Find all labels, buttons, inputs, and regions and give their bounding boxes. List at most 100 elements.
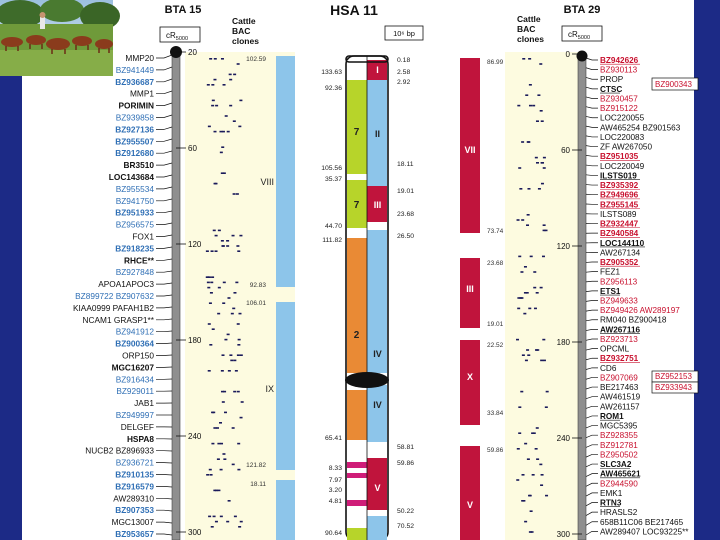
center-block-left: 7 [347, 180, 367, 228]
left-chromosome [170, 46, 182, 540]
right-bac-mark [541, 162, 545, 164]
svg-text:ORP150: ORP150 [122, 351, 154, 361]
right-marker: LOC220055 [585, 114, 645, 123]
left-bac-mark [235, 281, 239, 284]
right-bac-mark [535, 427, 539, 429]
left-tick-label: 120 [188, 240, 202, 249]
svg-text:10⁶ bp: 10⁶ bp [393, 29, 415, 38]
svg-text:BZ940584: BZ940584 [600, 229, 639, 238]
svg-text:BZ949426 AW289197: BZ949426 AW289197 [600, 306, 680, 315]
center-right-coordinate: 70.52 [397, 523, 414, 530]
svg-text:DELGEF: DELGEF [121, 422, 154, 432]
center-block-left [347, 473, 367, 478]
center-right-coordinate: 18.11 [397, 161, 414, 168]
right-marker: SLC3A2 [585, 460, 632, 469]
right-marker: ETS1 [585, 287, 621, 296]
svg-text:BZ944590: BZ944590 [600, 479, 638, 488]
svg-text:18.11: 18.11 [250, 481, 266, 488]
left-bac-mark [231, 234, 235, 237]
right-bac-mark [540, 120, 544, 122]
right-marker: BZ950502 [585, 450, 638, 459]
svg-text:ILSTS019: ILSTS019 [600, 171, 637, 180]
svg-text:BZ900364: BZ900364 [115, 339, 154, 349]
left-bac-mark [208, 468, 212, 471]
left-bac-mark [221, 146, 225, 148]
left-bac-mark [219, 151, 223, 154]
svg-text:LOC220083: LOC220083 [600, 133, 645, 142]
left-bac-mark [239, 354, 243, 356]
right-marker: BZ932751 [585, 354, 640, 363]
svg-text:NUCB2 BZ896933: NUCB2 BZ896933 [85, 446, 154, 456]
svg-text:ROM1: ROM1 [600, 412, 624, 421]
svg-text:MMP1: MMP1 [130, 89, 154, 99]
right-marker: LOC144110 [585, 239, 645, 248]
left-marker: MMP20 [125, 53, 173, 63]
right-marker: ILSTS089 [585, 210, 637, 219]
left-bac-mark [227, 500, 231, 502]
right-bac-mark [529, 510, 533, 512]
right-bac-mark [542, 224, 546, 226]
left-bac-mark [214, 520, 218, 523]
right-bac-mark [524, 442, 528, 445]
svg-text:BZ955507: BZ955507 [115, 136, 154, 146]
right-centromere [576, 50, 588, 62]
svg-text:cR5000: cR5000 [166, 31, 188, 42]
center-right-coordinate: 2.92 [397, 79, 410, 86]
right-bac-mark [522, 500, 526, 502]
left-marker: BZ899722 BZ907632 [75, 291, 173, 301]
center-block-right: II [367, 80, 387, 186]
left-bac-mark [226, 130, 230, 133]
center-block-left [347, 484, 367, 500]
boxed-marker: BZ952153 [651, 370, 699, 383]
right-tick-label: 180 [557, 338, 571, 347]
svg-text:BZ936721: BZ936721 [116, 458, 155, 468]
center-block-left [347, 390, 367, 440]
right-tick-label: 0 [566, 50, 571, 59]
center-right-coordinate: 0.18 [397, 57, 410, 64]
left-bac-mark [207, 125, 211, 128]
svg-text:AW461519: AW461519 [600, 393, 641, 402]
right-bac-mark [523, 292, 527, 294]
left-bac-mark [216, 458, 220, 460]
right-marker: BZ907069 [585, 373, 638, 382]
right-bac-mark [518, 432, 522, 434]
center-chromosome-title: HSA 11 [330, 2, 378, 18]
right-marker-list: BZ942626BZ930113PROPCTSCBZ930457BZ915122… [585, 56, 689, 536]
left-bac-mark [213, 182, 217, 185]
svg-text:cR5000: cR5000 [568, 30, 590, 41]
center-block-right: IV [367, 385, 387, 442]
left-marker: PORIMIN [119, 101, 173, 111]
svg-text:RTN3: RTN3 [600, 499, 622, 508]
right-marker: CTSC [585, 85, 622, 94]
svg-text:LOC220055: LOC220055 [600, 114, 645, 123]
left-bac-mark [228, 73, 232, 76]
right-marker: BZ915122 [585, 104, 638, 113]
center-left-coordinate: 8.33 [329, 465, 342, 472]
right-bac-mark [537, 94, 541, 96]
left-marker: BZ955507 [115, 136, 173, 146]
svg-text:BZ941912: BZ941912 [116, 327, 155, 337]
svg-text:III: III [466, 284, 474, 294]
svg-text:BZ955145: BZ955145 [600, 200, 639, 209]
svg-text:BZ941449: BZ941449 [116, 65, 155, 75]
right-bac-mark [525, 94, 529, 96]
left-bac-mark [220, 390, 224, 393]
left-marker: APOA1APOC3 [98, 279, 173, 289]
left-bac-mark [238, 125, 242, 128]
right-chromosome-title: BTA 29 [564, 4, 601, 16]
left-bac-mark [220, 240, 224, 242]
left-bac-mark [217, 229, 221, 232]
left-bac-mark [233, 515, 237, 518]
svg-text:BR3510: BR3510 [124, 160, 155, 170]
svg-text:BZ930113: BZ930113 [600, 66, 638, 75]
left-marker: BZ941912 [116, 327, 173, 337]
svg-text:BZ915122: BZ915122 [600, 104, 638, 113]
center-left-coordinate: 7.97 [329, 477, 342, 484]
left-segments: VIII 102.59 92.83 IX 106.01 121.82 18.11 [246, 56, 295, 540]
left-marker: AW289310 [113, 493, 173, 503]
right-bac-mark [528, 307, 532, 310]
svg-text:BZ949633: BZ949633 [600, 297, 638, 306]
left-bac-mark [239, 520, 243, 523]
right-marker: PROP [585, 75, 624, 84]
left-bac-mark [239, 416, 243, 419]
